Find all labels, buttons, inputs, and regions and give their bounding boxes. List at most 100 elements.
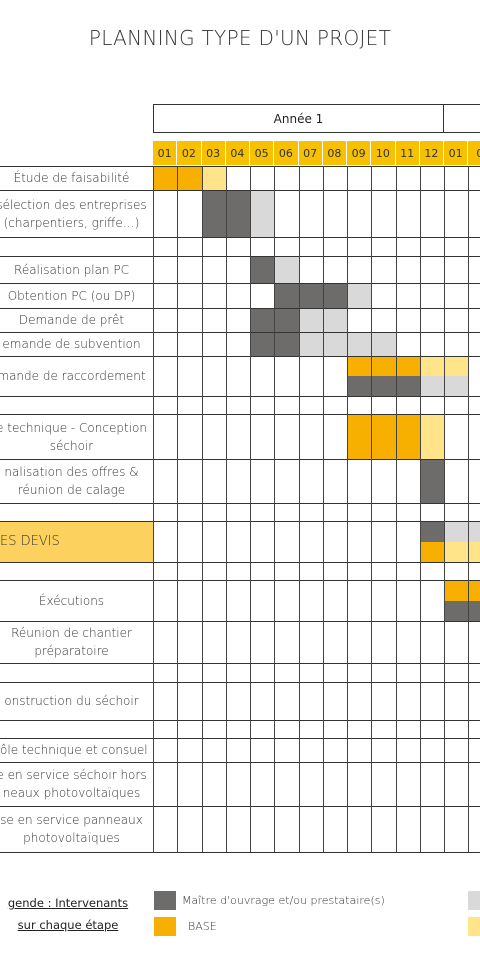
column-divider [274,166,276,852]
row-divider [0,806,480,807]
task-label: onstruction du séchoir [4,694,139,708]
task-label: rôle technique et consuel [0,743,148,757]
row-divider [0,562,480,563]
month-header: 05 [250,141,275,165]
month-header: 01 [444,141,469,165]
row-divider [0,414,480,415]
row-divider [0,256,480,257]
task-cell [322,283,347,308]
task-label [0,237,153,256]
task-cell [347,414,372,459]
task-label: ES DEVIS [0,533,60,549]
task-cell [419,376,444,396]
column-divider [250,166,251,852]
task-cell [468,580,480,601]
column-divider [177,166,179,852]
month-header: 08 [322,141,347,165]
task-cell [468,521,480,542]
task-label: Demande de prêt [18,313,125,327]
task-label [0,663,153,682]
task-cell [419,356,444,376]
month-header: 04 [225,141,250,165]
column-divider [419,166,421,852]
task-label: Obtention PC (ou DP) [7,288,136,303]
task-label: Éxécutions [38,593,105,608]
month-header: 06 [274,141,299,165]
task-cell [444,356,469,376]
row-divider [0,190,480,191]
task-cell [298,332,323,356]
month-header: 02 [177,141,202,165]
legend-swatch [154,917,176,936]
task-cell [250,308,275,332]
task-label: e technique - Conception séchoir [0,420,147,453]
task-cell [274,332,299,356]
row-divider [0,459,480,460]
month-header: 10 [371,141,396,165]
row-divider [0,332,480,333]
legend-label: Maître d'ouvrage et/ou prestataire(s) [182,894,385,907]
column-divider [395,166,397,852]
task-cell [298,308,323,332]
task-cell [153,166,178,190]
task-label: mande de raccordement [0,369,146,383]
column-divider [468,166,470,852]
task-cell [274,256,299,283]
row-divider [0,503,480,504]
year-2-header [444,104,480,133]
task-cell [347,356,372,376]
task-label: Étude de faisabilité [13,171,130,185]
devis-band [0,521,153,562]
row-divider [0,580,480,581]
task-cell [250,190,275,237]
task-cell [347,283,372,308]
task-cell [274,308,299,332]
task-cell [444,521,469,542]
legend-label: BASE [188,920,217,933]
task-cell [395,356,420,376]
task-cell [371,356,396,376]
row-divider [0,621,480,622]
row-divider [0,682,480,683]
task-label: sélection des entreprises (charpentiers,… [0,197,147,230]
task-cell [419,459,444,503]
column-divider [298,166,300,852]
task-cell [250,256,275,283]
task-label [0,562,153,580]
column-divider [225,166,227,852]
page-title: PLANNING TYPE D'UN PROJET [88,26,392,50]
task-label [0,720,153,738]
task-cell [371,376,396,396]
row-divider [0,237,480,238]
row-divider [0,166,480,167]
column-divider [322,166,324,852]
task-cell [444,541,469,562]
task-cell [419,414,444,459]
month-header: 01 [153,141,178,165]
task-cell [444,580,469,601]
month-header: 11 [395,141,420,165]
column-divider [201,166,203,852]
month-header: 09 [347,141,372,165]
column-divider [153,166,154,852]
column-divider [444,166,445,852]
task-cell [177,166,202,190]
row-divider [0,663,480,664]
row-divider [0,521,480,522]
legend-swatch [468,917,480,936]
task-cell [444,376,469,396]
row-divider [0,308,480,309]
task-label: Réalisation plan PC [14,262,129,277]
month-header: 12 [419,141,444,165]
task-cell [274,283,299,308]
month-header: 03 [201,141,226,165]
task-cell [347,376,372,396]
task-label: se en service panneaux photovoltaïques [0,813,143,845]
legend-swatch [468,891,480,910]
legend-title: gende : Intervenants sur chaque étape [7,896,129,932]
row-divider [0,283,480,284]
task-cell [322,332,347,356]
row-divider [0,720,480,721]
task-label: e en service séchoir hors neaux photovol… [0,768,147,800]
row-divider [0,396,480,397]
